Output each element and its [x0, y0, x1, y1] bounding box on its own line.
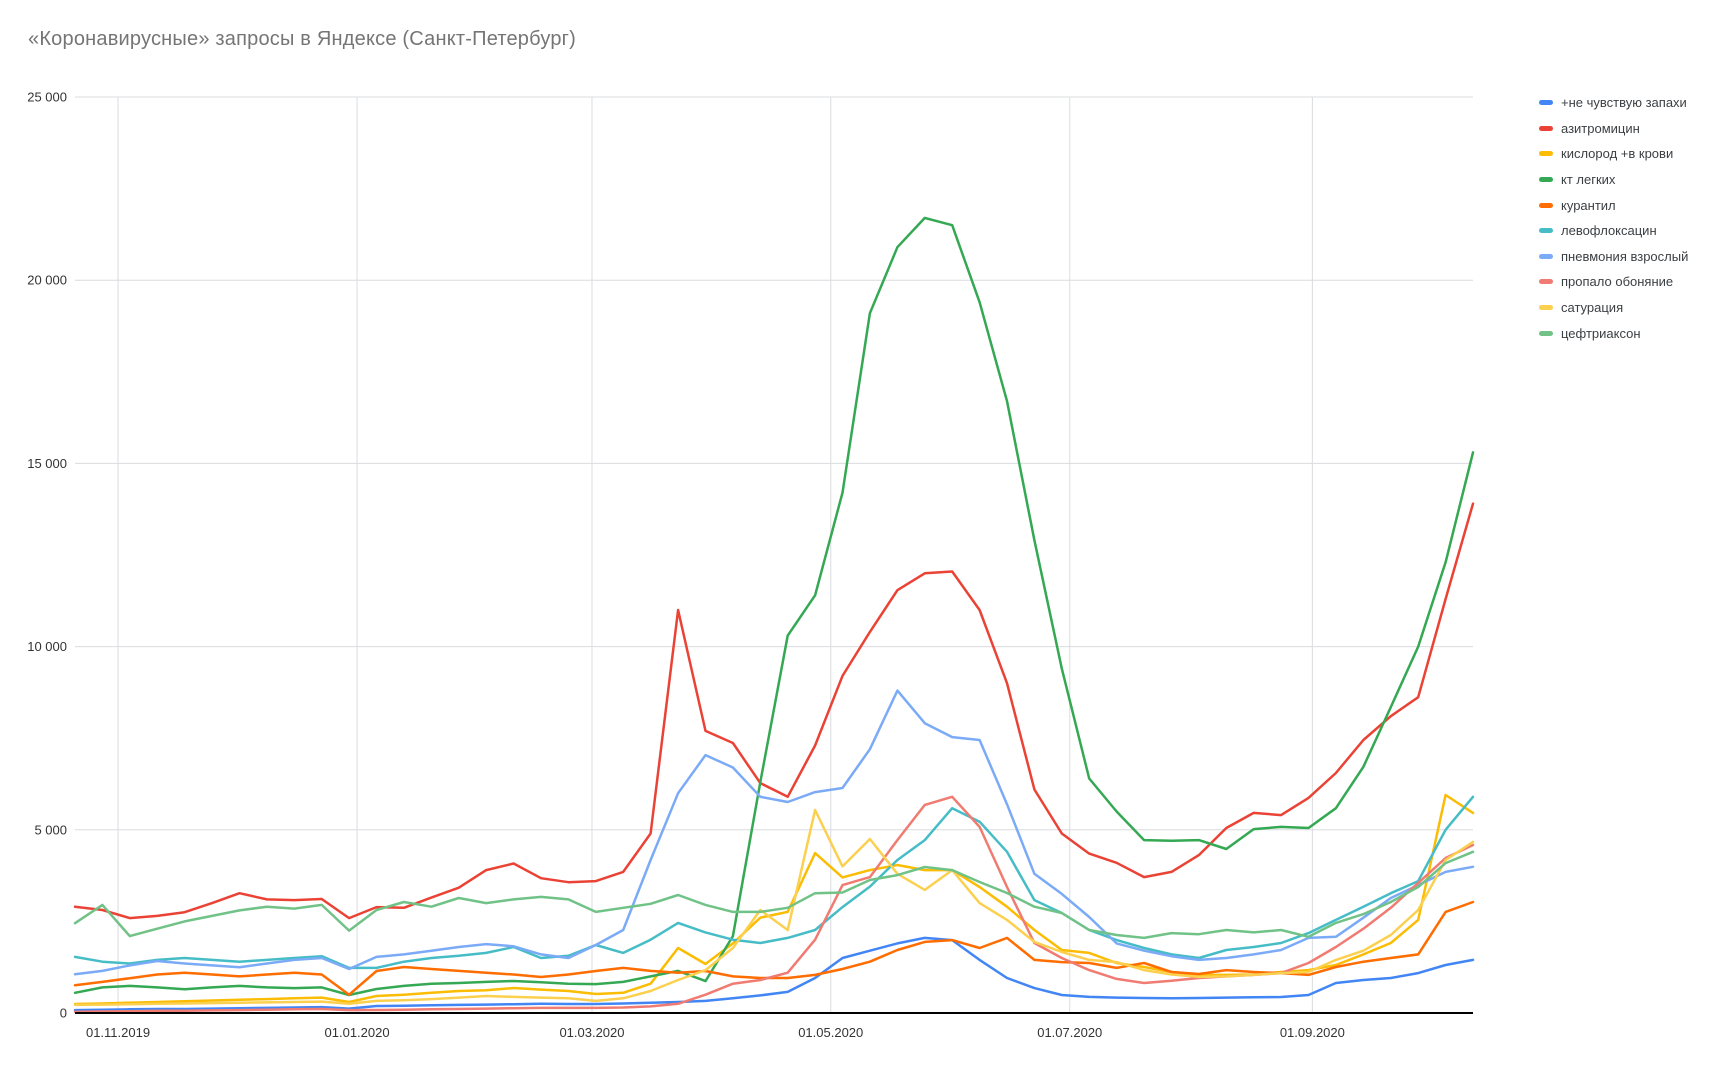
- legend-item-0[interactable]: +не чувствую запахи: [1539, 90, 1729, 116]
- legend-label: пневмония взрослый: [1561, 248, 1689, 264]
- legend-label: +не чувствую запахи: [1561, 95, 1687, 111]
- y-axis-tick-label: 0: [60, 1006, 67, 1021]
- x-axis-tick-label: 01.11.2019: [86, 1025, 150, 1040]
- legend-label: цефтриаксон: [1561, 325, 1641, 341]
- legend-label: курантил: [1561, 197, 1616, 213]
- legend-swatch-icon: [1539, 202, 1553, 208]
- series-line-4: [73, 900, 1475, 996]
- legend-label: пропало обоняние: [1561, 274, 1674, 290]
- legend-item-1[interactable]: азитромицин: [1539, 116, 1729, 142]
- legend-item-9[interactable]: цефтриаксон: [1539, 320, 1729, 346]
- legend-swatch-icon: [1539, 125, 1553, 131]
- legend-swatch-icon: [1539, 253, 1553, 259]
- legend-swatch-icon: [1539, 279, 1553, 285]
- legend-swatch-icon: [1539, 177, 1553, 183]
- legend-item-8[interactable]: сатурация: [1539, 295, 1729, 321]
- legend-swatch-icon: [1539, 151, 1553, 157]
- x-axis-tick-label: 01.05.2020: [798, 1025, 863, 1040]
- series-line-0: [73, 936, 1475, 1012]
- legend-label: кт легких: [1561, 172, 1616, 188]
- y-axis-tick-label: 5 000: [34, 822, 67, 837]
- legend-swatch-icon: [1539, 305, 1553, 311]
- legend-item-7[interactable]: пропало обоняние: [1539, 269, 1729, 295]
- legend-item-5[interactable]: левофлоксацин: [1539, 218, 1729, 244]
- y-axis-tick-label: 10 000: [27, 639, 67, 654]
- series-line-9: [73, 850, 1475, 940]
- y-axis-tick-label: 25 000: [27, 90, 67, 105]
- legend-label: левофлоксацин: [1561, 223, 1657, 239]
- legend-label: кислород +в крови: [1561, 146, 1674, 162]
- series-line-8: [73, 808, 1475, 1007]
- chart-legend: +не чувствую запахи азитромицин кислород +…: [1539, 90, 1729, 346]
- legend-label: сатурация: [1561, 300, 1624, 316]
- legend-item-4[interactable]: курантил: [1539, 192, 1729, 218]
- series-line-5: [73, 795, 1475, 970]
- series-line-1: [73, 502, 1475, 920]
- legend-swatch-icon: [1539, 228, 1553, 234]
- series-line-3: [73, 216, 1475, 997]
- x-axis-tick-label: 01.09.2020: [1280, 1025, 1345, 1040]
- series-line-6: [73, 689, 1475, 976]
- y-axis-tick-label: 15 000: [27, 456, 67, 471]
- x-axis-tick-label: 01.01.2020: [325, 1025, 390, 1040]
- x-axis-tick-label: 01.07.2020: [1037, 1025, 1102, 1040]
- legend-item-6[interactable]: пневмония взрослый: [1539, 244, 1729, 270]
- legend-swatch-icon: [1539, 100, 1553, 106]
- legend-label: азитромицин: [1561, 120, 1640, 136]
- legend-swatch-icon: [1539, 330, 1553, 336]
- x-axis-tick-label: 01.03.2020: [559, 1025, 624, 1040]
- legend-item-3[interactable]: кт легких: [1539, 167, 1729, 193]
- chart-title: «Коронавирусные» запросы в Яндексе (Санк…: [28, 28, 576, 50]
- y-axis-tick-label: 20 000: [27, 273, 67, 288]
- legend-item-2[interactable]: кислород +в крови: [1539, 141, 1729, 167]
